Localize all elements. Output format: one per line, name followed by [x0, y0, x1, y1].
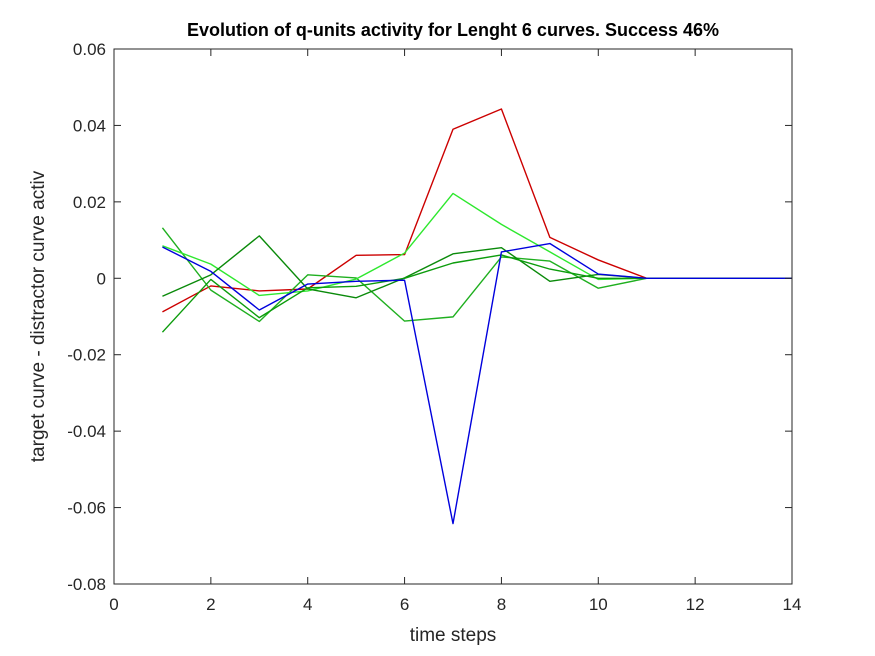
y-tick-label: -0.04 — [67, 422, 106, 441]
chart-title: Evolution of q-units activity for Lenght… — [187, 20, 719, 40]
y-axis-label: target curve - distractor curve activ — [28, 170, 49, 462]
x-tick-label: 2 — [206, 595, 215, 614]
x-tick-label: 6 — [400, 595, 409, 614]
y-tick-label: -0.06 — [67, 499, 106, 518]
y-tick-label: -0.02 — [67, 346, 106, 365]
y-tick-label: 0.06 — [73, 40, 106, 59]
x-tick-label: 14 — [783, 595, 802, 614]
y-tick-label: 0.04 — [73, 116, 106, 135]
y-tick-label: 0.02 — [73, 193, 106, 212]
series-line-6 — [162, 242, 792, 525]
y-tick-label: 0 — [97, 269, 106, 288]
x-tick-label: 4 — [303, 595, 312, 614]
axes-box — [113, 48, 793, 585]
x-tick-label: 12 — [686, 595, 705, 614]
x-tick-label: 10 — [589, 595, 608, 614]
tick-layer: 0 2 4 6 8 10 12 14 0.06 0.04 0.02 0 -0.02 -0.04 -0.06 -… — [67, 40, 801, 614]
x-tick-label: 0 — [109, 595, 118, 614]
y-tick-label: -0.08 — [67, 575, 106, 594]
x-tick-label: 8 — [497, 595, 506, 614]
x-axis-label: time steps — [410, 625, 497, 646]
series-layer — [161, 108, 792, 525]
